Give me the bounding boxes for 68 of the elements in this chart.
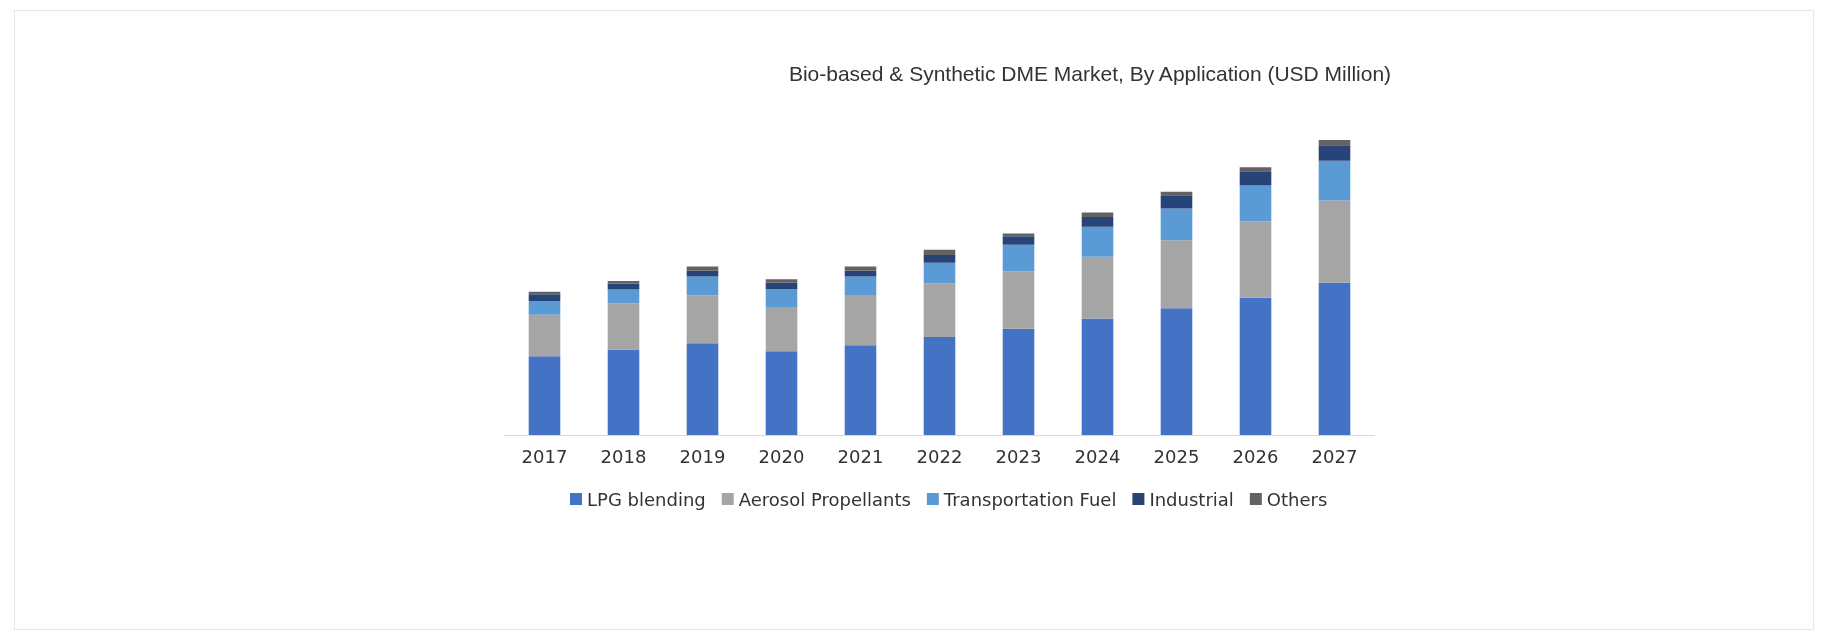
bar <box>1160 308 1193 435</box>
bar <box>1002 244 1035 272</box>
bar <box>765 279 798 283</box>
bar <box>1002 236 1035 245</box>
legend-label: Aerosol Propellants <box>738 488 911 510</box>
bar <box>1160 208 1193 241</box>
bar <box>686 266 719 271</box>
x-tick-label: 2025 <box>1153 445 1200 467</box>
x-tick-label: 2021 <box>837 445 884 467</box>
legend-label: Others <box>1266 488 1328 510</box>
bar <box>1239 167 1272 172</box>
bar <box>923 283 956 338</box>
bar <box>607 349 640 435</box>
x-tick-label: 2020 <box>758 445 805 467</box>
bar <box>1318 140 1351 146</box>
x-tick-label: 2018 <box>600 445 647 467</box>
x-tick-label: 2022 <box>916 445 963 467</box>
bar <box>923 337 956 435</box>
bar <box>686 270 719 277</box>
bar <box>528 294 561 302</box>
bar <box>765 282 798 289</box>
bar <box>1160 240 1193 309</box>
bar <box>1318 282 1351 435</box>
legend-label: LPG blending <box>587 488 706 510</box>
bar <box>1318 200 1351 283</box>
bar <box>844 270 877 277</box>
x-tick-label: 2027 <box>1311 445 1358 467</box>
bar <box>1239 171 1272 186</box>
bar <box>1002 271 1035 329</box>
bar <box>607 303 640 350</box>
chart-title: Bio-based & Synthetic DME Market, By Application (USD Million) <box>788 62 1392 85</box>
bar <box>1081 226 1114 257</box>
bar <box>1239 297 1272 435</box>
bar <box>607 281 640 284</box>
bar <box>1081 318 1114 435</box>
x-tick-label: 2023 <box>995 445 1042 467</box>
bar <box>1239 221 1272 298</box>
bar <box>1160 195 1193 209</box>
x-tick-label: 2024 <box>1074 445 1121 467</box>
bar <box>607 283 640 290</box>
bar <box>686 276 719 296</box>
bar <box>607 289 640 304</box>
bar <box>1239 185 1272 222</box>
bar <box>923 255 956 263</box>
bar <box>765 288 798 307</box>
x-tick-label: 2017 <box>521 445 568 467</box>
bar <box>923 262 956 284</box>
bar <box>528 314 561 357</box>
bar <box>1081 217 1114 227</box>
legend-label: Industrial <box>1149 488 1234 510</box>
x-tick-label: 2026 <box>1232 445 1279 467</box>
bar <box>1081 256 1114 319</box>
bar <box>686 343 719 435</box>
bar <box>1318 160 1351 201</box>
bar <box>765 306 798 352</box>
legend-label: Transportation Fuel <box>942 488 1117 510</box>
bar <box>528 356 561 435</box>
bar <box>844 294 877 346</box>
bar <box>923 249 956 256</box>
x-tick-label: 2019 <box>679 445 726 467</box>
bar <box>686 295 719 344</box>
bar <box>1318 145 1351 161</box>
bar <box>765 351 798 435</box>
bar <box>844 345 877 435</box>
bar <box>528 301 561 315</box>
bar <box>844 266 877 271</box>
bar <box>844 276 877 295</box>
bar <box>1002 328 1035 435</box>
